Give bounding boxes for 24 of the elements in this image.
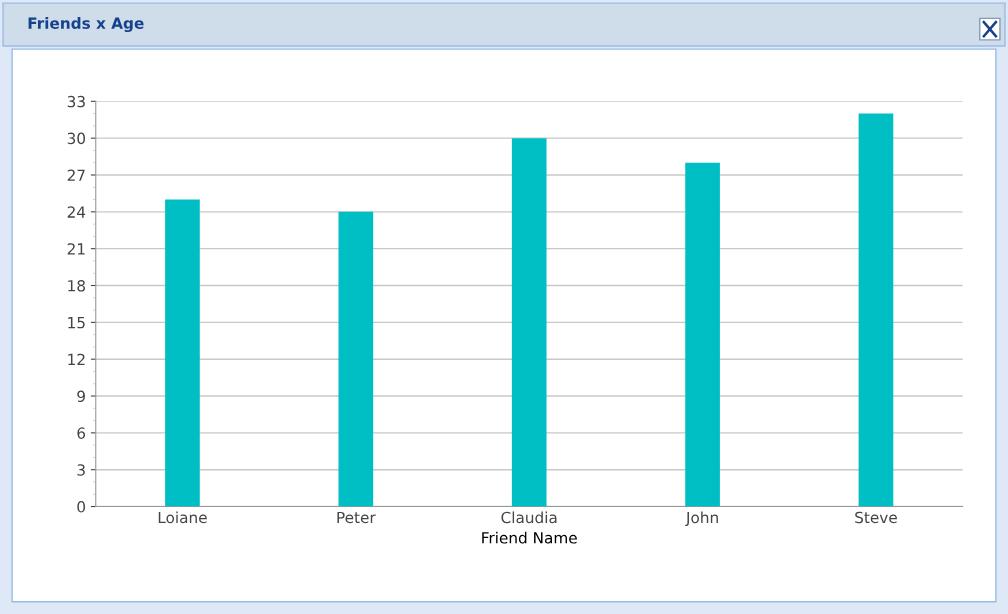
chart-title: Friends x Age: [28, 17, 144, 33]
x-tick-label: Peter: [337, 511, 376, 524]
y-tick-label: 24: [67, 206, 86, 218]
bar: [511, 138, 547, 507]
y-tick-label: 6: [77, 427, 86, 439]
y-tick-label: 21: [67, 243, 85, 255]
x-axis-title: Friend Name: [482, 531, 577, 544]
y-tick-label: 18: [68, 279, 85, 292]
y-tick-label: 15: [68, 317, 85, 329]
y-tick-label: 3: [77, 464, 85, 476]
x-tick-label: Claudia: [501, 511, 557, 524]
y-tick-label: 33: [67, 95, 85, 108]
x-tick-label: Steve: [855, 511, 897, 524]
y-tick-label: 0: [77, 501, 86, 513]
bar: [685, 162, 720, 507]
x-tick-label: John: [685, 511, 718, 527]
x-tick-label: Loiane: [158, 511, 207, 524]
bar: [338, 211, 374, 507]
bar: [858, 113, 894, 507]
bar: [165, 199, 200, 507]
y-tick-label: 12: [68, 353, 85, 365]
y-tick-label: 9: [77, 390, 85, 403]
y-tick-label: 30: [67, 132, 86, 145]
y-tick-label: 27: [67, 169, 85, 181]
